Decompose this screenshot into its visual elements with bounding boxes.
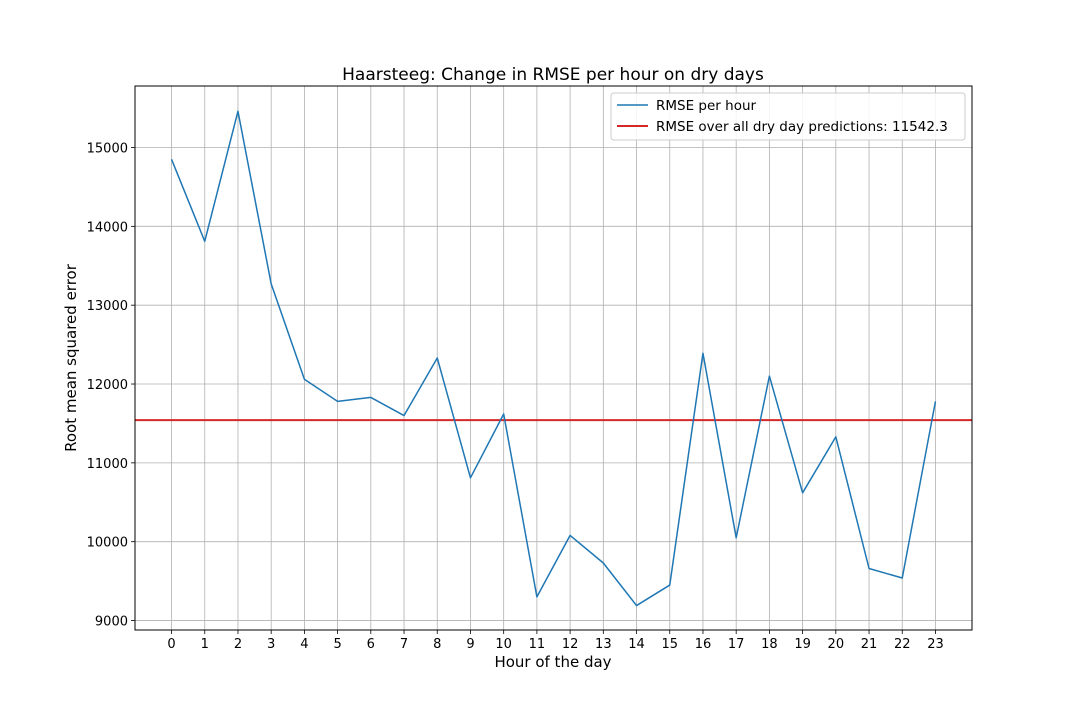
x-tick-label: 21 (861, 637, 878, 652)
rmse-per-hour-line (170, 110, 937, 607)
x-tick-label: 12 (562, 637, 579, 652)
plot-frame (134, 85, 973, 631)
y-axis-ticks: 9000 10000 11000 12000 13000 14000 15000 (87, 141, 135, 630)
y-tick-label: 11000 (87, 457, 128, 472)
y-tick-label: 9000 (95, 615, 128, 630)
grid-lines (135, 86, 972, 630)
y-tick-label: 12000 (87, 378, 128, 393)
x-axis-label: Hour of the day (494, 653, 611, 671)
series-lines (170, 110, 937, 607)
x-tick-label: 1 (201, 637, 209, 652)
chart-title: Haarsteeg: Change in RMSE per hour on dr… (342, 65, 764, 85)
y-tick-label: 13000 (87, 299, 128, 314)
x-tick-label: 5 (333, 637, 341, 652)
x-tick-label: 22 (894, 637, 911, 652)
x-tick-label: 19 (794, 637, 811, 652)
x-tick-label: 0 (167, 637, 175, 652)
legend-box (610, 92, 966, 141)
x-tick-label: 9 (466, 637, 474, 652)
x-tick-label: 16 (695, 637, 712, 652)
x-tick-label: 14 (628, 637, 645, 652)
legend-label-rmse-per-hour: RMSE per hour (656, 98, 757, 114)
x-tick-label: 2 (234, 637, 242, 652)
y-tick-label: 15000 (87, 141, 128, 156)
x-tick-label: 17 (728, 637, 745, 652)
y-tick-label: 10000 (87, 536, 128, 551)
x-tick-label: 18 (761, 637, 778, 652)
x-tick-label: 23 (927, 637, 944, 652)
legend-label-overall-rmse: RMSE over all dry day predictions: 11542… (656, 119, 948, 135)
x-tick-label: 11 (529, 637, 546, 652)
legend: RMSE per hour RMSE over all dry day pred… (610, 92, 966, 141)
x-tick-label: 3 (267, 637, 275, 652)
x-tick-label: 6 (367, 637, 375, 652)
y-axis-label: Root mean squared error (62, 263, 80, 452)
x-tick-label: 10 (495, 637, 512, 652)
x-tick-label: 7 (400, 637, 408, 652)
x-tick-label: 13 (595, 637, 612, 652)
x-axis-ticks: 0 1 2 3 4 5 6 7 8 9 10 11 12 13 14 15 16 17 18 19 20 21 22 23 (167, 630, 944, 652)
x-tick-label: 15 (661, 637, 678, 652)
x-tick-label: 20 (828, 637, 845, 652)
x-tick-label: 4 (300, 637, 308, 652)
y-tick-label: 14000 (87, 220, 128, 235)
x-tick-label: 8 (433, 637, 441, 652)
